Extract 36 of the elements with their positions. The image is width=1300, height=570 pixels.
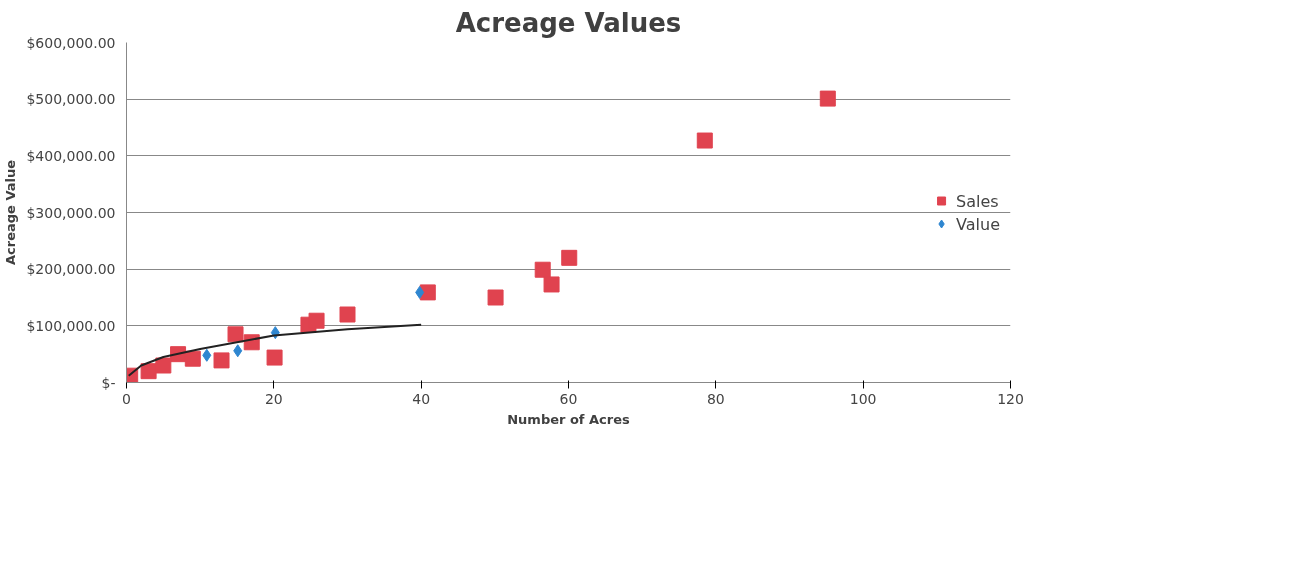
point [339, 306, 356, 323]
y-axis-title: Acreage Value [3, 159, 19, 266]
point [696, 132, 713, 149]
x-tick-label: 60 [559, 390, 578, 407]
point [543, 276, 560, 293]
y-tick-label: $400,000.00 [26, 147, 116, 164]
x-tick-label: 20 [264, 390, 283, 407]
point [266, 349, 283, 366]
y-tick-label: $100,000.00 [26, 317, 116, 334]
x-tick-label: 40 [412, 390, 431, 407]
point [561, 249, 578, 266]
chart-title: Acreage Values [455, 7, 682, 38]
point [308, 312, 325, 329]
y-tick-label: $600,000.00 [26, 34, 116, 51]
legend-label: Sales [956, 191, 999, 210]
x-tick-label: 0 [122, 390, 131, 407]
legend-label: Value [956, 214, 1000, 233]
y-tick-label: $200,000.00 [26, 261, 116, 278]
point [155, 357, 172, 374]
y-tick-label: $- [101, 374, 116, 391]
point [487, 289, 504, 306]
x-axis-title: Number of Acres [507, 411, 631, 427]
point [202, 348, 212, 362]
point [227, 326, 244, 343]
point [233, 344, 243, 358]
point [184, 350, 201, 367]
x-tick-label: 100 [849, 390, 877, 407]
point [534, 261, 551, 278]
x-tick-label: 120 [997, 390, 1024, 407]
point [415, 285, 425, 299]
point [140, 363, 157, 380]
y-tick-label: $300,000.00 [26, 204, 116, 221]
point [213, 352, 230, 369]
x-tick-label: 80 [706, 390, 725, 407]
point [819, 90, 836, 107]
y-tick-label: $500,000.00 [26, 91, 116, 108]
